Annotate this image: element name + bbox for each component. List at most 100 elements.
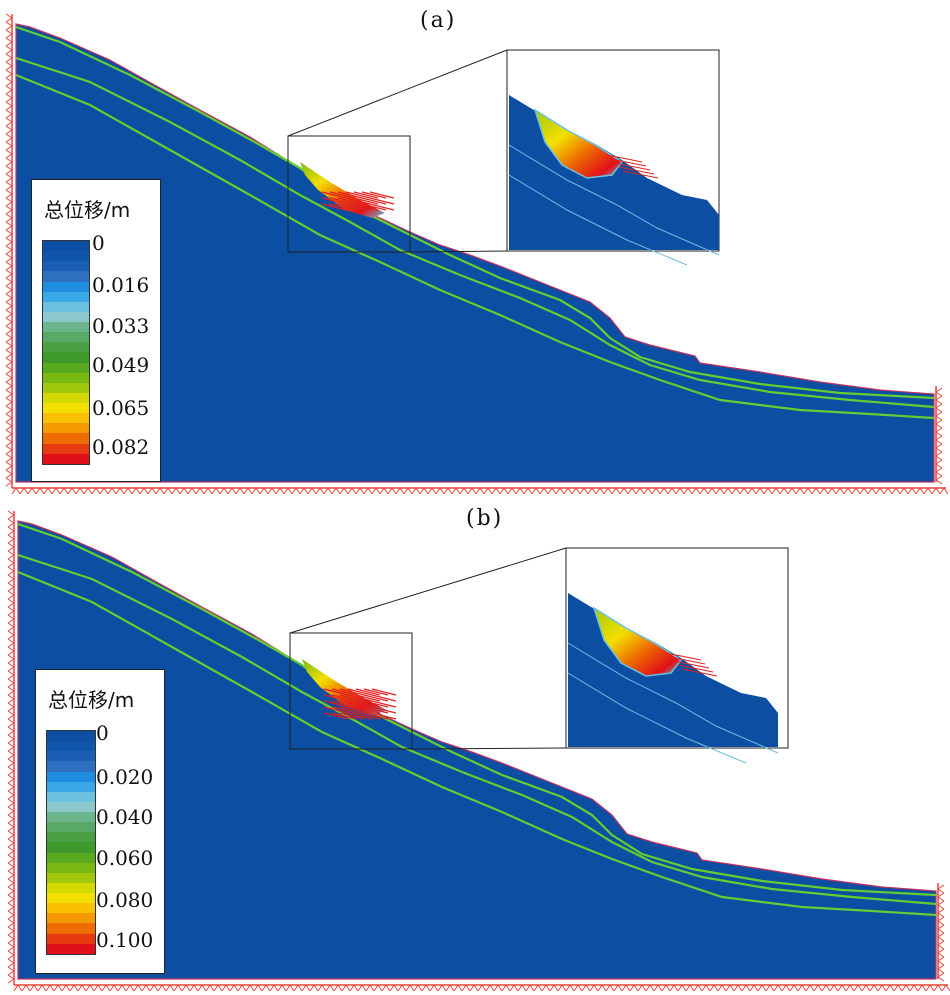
roller-support-icon (11, 487, 21, 495)
roller-support-icon (149, 984, 159, 992)
roller-support-icon (525, 984, 535, 992)
roller-support-icon (7, 678, 15, 688)
roller-support-icon (5, 445, 13, 455)
roller-support-icon (935, 467, 943, 477)
roller-support-icon (379, 487, 389, 495)
roller-support-icon (5, 429, 13, 439)
legend-tick-b-3: 0.060 (96, 846, 154, 870)
displacement-arrow (331, 694, 357, 702)
roller-support-icon (5, 309, 13, 319)
roller-support-icon (851, 487, 861, 495)
roller-support-icon (395, 487, 405, 495)
roller-support-icon (7, 598, 15, 608)
displacement-arrow (371, 706, 397, 714)
roller-support-icon (7, 718, 15, 728)
roller-support-icon (691, 487, 701, 495)
roller-support-icon (935, 403, 943, 413)
roller-support-icon (7, 934, 15, 944)
roller-support-icon (7, 790, 15, 800)
roller-support-icon (69, 984, 79, 992)
roller-support-icon (21, 984, 31, 992)
roller-support-icon (5, 373, 13, 383)
roller-support-icon (29, 984, 39, 992)
roller-support-icon (699, 487, 709, 495)
roller-support-icon (477, 984, 487, 992)
roller-support-icon (677, 984, 687, 992)
displacement-arrow (329, 191, 355, 199)
roller-support-icon (5, 117, 13, 127)
roller-support-icon (355, 487, 365, 495)
inset-stratum-line (508, 144, 720, 256)
displacement-arrow (361, 203, 387, 211)
roller-support-icon (7, 862, 15, 872)
roller-support-icon (819, 487, 829, 495)
roller-support-icon (235, 487, 245, 495)
roller-support-icon (5, 149, 13, 159)
roller-support-icon (315, 487, 325, 495)
roller-support-icon (77, 984, 87, 992)
roller-support-icon (251, 487, 261, 495)
roller-support-icon (61, 984, 71, 992)
roller-support-icon (829, 984, 839, 992)
roller-support-icon (365, 984, 375, 992)
displacement-arrow (323, 700, 349, 708)
inset-displacement-arrow (618, 166, 655, 175)
displacement-arrow (347, 712, 373, 720)
roller-support-icon (789, 984, 799, 992)
legend-title-a: 总位移/m (44, 198, 131, 222)
roller-support-icon (669, 984, 679, 992)
roller-support-icon (725, 984, 735, 992)
displacement-arrow (337, 197, 363, 205)
displacement-arrow (339, 688, 365, 696)
roller-support-icon (387, 487, 397, 495)
roller-support-icon (683, 487, 693, 495)
inset-displacement-arrow (673, 660, 710, 669)
roller-support-icon (7, 830, 15, 840)
roller-support-icon (269, 984, 279, 992)
roller-support-icon (757, 984, 767, 992)
legend-swatch (47, 872, 95, 883)
displacement-vector-field (321, 191, 395, 211)
roller-support-icon (499, 487, 509, 495)
roller-support-icon (309, 984, 319, 992)
roller-support-icon (795, 487, 805, 495)
roller-support-icon (7, 886, 15, 896)
displacement-arrow (371, 688, 397, 696)
legend-swatch (47, 943, 95, 954)
roller-support-icon (267, 487, 277, 495)
roller-support-icon (7, 878, 15, 888)
roller-support-icon (163, 487, 173, 495)
roller-support-icon (85, 984, 95, 992)
roller-support-icon (539, 487, 549, 495)
displacement-arrow (363, 706, 389, 714)
inset-failure-zone (592, 606, 683, 677)
legend-swatch (43, 291, 89, 302)
legend-swatch (43, 342, 89, 353)
roller-support-icon (925, 984, 935, 992)
roller-support-icon (937, 900, 945, 910)
roller-support-icon (933, 984, 943, 992)
roller-support-icon (635, 487, 645, 495)
roller-support-icon (7, 662, 15, 672)
roller-support-icon (579, 487, 589, 495)
roller-support-icon (5, 285, 13, 295)
roller-support-icon (7, 814, 15, 824)
legend-swatch (47, 903, 95, 914)
roller-support-icon (723, 487, 733, 495)
roller-support-icon (5, 317, 13, 327)
legend-swatch (47, 923, 95, 934)
slope-body (15, 23, 935, 483)
roller-support-icon (7, 558, 15, 568)
displacement-arrow (369, 203, 395, 211)
roller-support-icon (781, 984, 791, 992)
roller-support-icon (93, 984, 103, 992)
roller-support-icon (653, 984, 663, 992)
displacement-arrow (371, 694, 397, 702)
roller-support-icon (935, 411, 943, 421)
roller-support-icon (923, 487, 933, 495)
legend-swatch (47, 822, 95, 833)
roller-support-icon (5, 381, 13, 391)
roller-support-icon (565, 984, 575, 992)
roller-support-icon (5, 245, 13, 255)
